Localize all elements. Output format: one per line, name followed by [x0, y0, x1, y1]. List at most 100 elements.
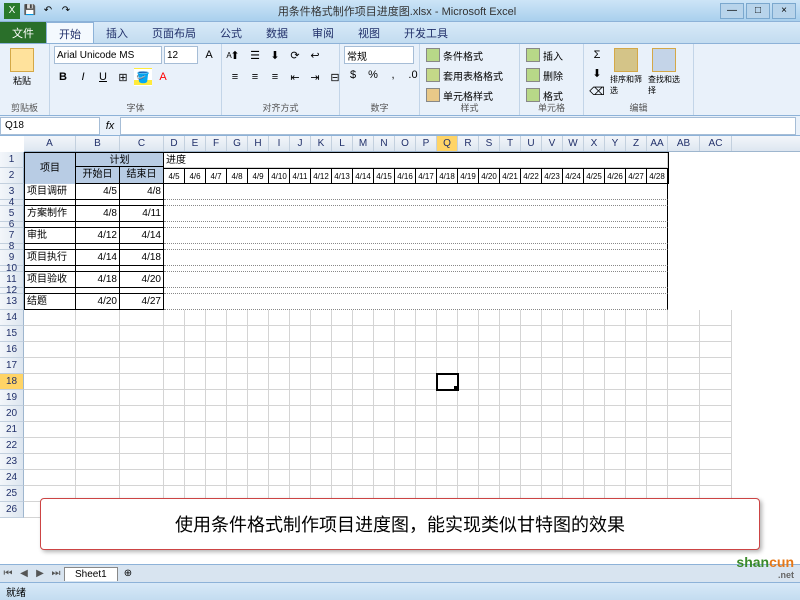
- cell[interactable]: [353, 358, 374, 374]
- cell[interactable]: [227, 406, 248, 422]
- tab-review[interactable]: 审阅: [300, 22, 346, 43]
- cell[interactable]: [416, 438, 437, 454]
- cell[interactable]: [542, 374, 563, 390]
- cell[interactable]: [647, 470, 668, 486]
- tab-data[interactable]: 数据: [254, 22, 300, 43]
- col-header-E[interactable]: E: [185, 136, 206, 151]
- cell[interactable]: [76, 406, 120, 422]
- cell[interactable]: [120, 422, 164, 438]
- cell[interactable]: [700, 390, 732, 406]
- task-name[interactable]: 结题: [24, 294, 76, 310]
- cell[interactable]: [311, 358, 332, 374]
- minimize-button[interactable]: —: [720, 3, 744, 19]
- cell[interactable]: [521, 470, 542, 486]
- formula-input[interactable]: [120, 117, 796, 135]
- cell[interactable]: [227, 438, 248, 454]
- cell[interactable]: [227, 358, 248, 374]
- cell[interactable]: [248, 310, 269, 326]
- gantt-area[interactable]: [164, 294, 668, 310]
- cell[interactable]: [332, 390, 353, 406]
- cell[interactable]: [626, 358, 647, 374]
- cell[interactable]: [437, 470, 458, 486]
- cell[interactable]: [458, 390, 479, 406]
- cell[interactable]: [248, 470, 269, 486]
- cell[interactable]: [563, 438, 584, 454]
- cell[interactable]: [500, 406, 521, 422]
- cell[interactable]: [206, 326, 227, 342]
- cell[interactable]: [269, 470, 290, 486]
- row-header[interactable]: 14: [0, 310, 24, 326]
- col-header-O[interactable]: O: [395, 136, 416, 151]
- cell[interactable]: [24, 358, 76, 374]
- cell[interactable]: [248, 342, 269, 358]
- cell[interactable]: [521, 374, 542, 390]
- cell[interactable]: [668, 406, 700, 422]
- cell[interactable]: [563, 310, 584, 326]
- col-header-AC[interactable]: AC: [700, 136, 732, 151]
- cell[interactable]: [542, 342, 563, 358]
- cell[interactable]: [668, 358, 700, 374]
- task-start[interactable]: 4/8: [76, 206, 120, 222]
- cell[interactable]: [120, 310, 164, 326]
- cell[interactable]: [437, 342, 458, 358]
- cell[interactable]: [269, 390, 290, 406]
- cell[interactable]: [120, 390, 164, 406]
- cell[interactable]: [584, 422, 605, 438]
- cell[interactable]: [668, 390, 700, 406]
- name-box[interactable]: Q18: [0, 117, 100, 135]
- cell[interactable]: [668, 310, 700, 326]
- cell[interactable]: [668, 454, 700, 470]
- align-left-icon[interactable]: ≡: [226, 68, 244, 86]
- cell[interactable]: [227, 374, 248, 390]
- task-name[interactable]: 项目调研: [24, 184, 76, 200]
- cell[interactable]: [563, 406, 584, 422]
- task-name[interactable]: 方案制作: [24, 206, 76, 222]
- cell[interactable]: [76, 310, 120, 326]
- cell[interactable]: [647, 438, 668, 454]
- number-format-select[interactable]: [344, 46, 414, 64]
- cell[interactable]: [290, 422, 311, 438]
- cell[interactable]: [185, 406, 206, 422]
- bold-button[interactable]: B: [54, 68, 72, 86]
- cell[interactable]: [626, 406, 647, 422]
- task-start[interactable]: 4/18: [76, 272, 120, 288]
- underline-button[interactable]: U: [94, 68, 112, 86]
- cell[interactable]: [311, 438, 332, 454]
- cell[interactable]: [500, 342, 521, 358]
- cell[interactable]: [458, 470, 479, 486]
- cell[interactable]: [164, 326, 185, 342]
- row-header[interactable]: 23: [0, 454, 24, 470]
- cell[interactable]: [395, 406, 416, 422]
- cell[interactable]: [248, 438, 269, 454]
- cell[interactable]: [185, 310, 206, 326]
- row-header[interactable]: 16: [0, 342, 24, 358]
- task-start[interactable]: 4/12: [76, 228, 120, 244]
- cell[interactable]: [164, 374, 185, 390]
- cell[interactable]: [353, 454, 374, 470]
- cell[interactable]: [700, 406, 732, 422]
- cell[interactable]: [353, 406, 374, 422]
- col-header-R[interactable]: R: [458, 136, 479, 151]
- cell[interactable]: [584, 390, 605, 406]
- excel-icon[interactable]: X: [4, 3, 20, 19]
- cell[interactable]: [500, 310, 521, 326]
- row-header[interactable]: 2: [0, 168, 24, 184]
- cell[interactable]: [353, 342, 374, 358]
- align-bot-icon[interactable]: ⬇: [266, 46, 284, 64]
- tab-file[interactable]: 文件: [0, 22, 46, 43]
- cell[interactable]: [521, 390, 542, 406]
- tab-insert[interactable]: 插入: [94, 22, 140, 43]
- cell[interactable]: [24, 310, 76, 326]
- cell[interactable]: [416, 342, 437, 358]
- cell[interactable]: [374, 326, 395, 342]
- find-select-button[interactable]: 查找和选择: [646, 46, 682, 98]
- cell[interactable]: [332, 438, 353, 454]
- cell[interactable]: [605, 342, 626, 358]
- cell[interactable]: [164, 470, 185, 486]
- indent-inc-icon[interactable]: ⇥: [306, 68, 324, 86]
- align-top-icon[interactable]: ⬆: [226, 46, 244, 64]
- cell[interactable]: [164, 454, 185, 470]
- cell[interactable]: [120, 454, 164, 470]
- cell[interactable]: [542, 406, 563, 422]
- cell[interactable]: [521, 358, 542, 374]
